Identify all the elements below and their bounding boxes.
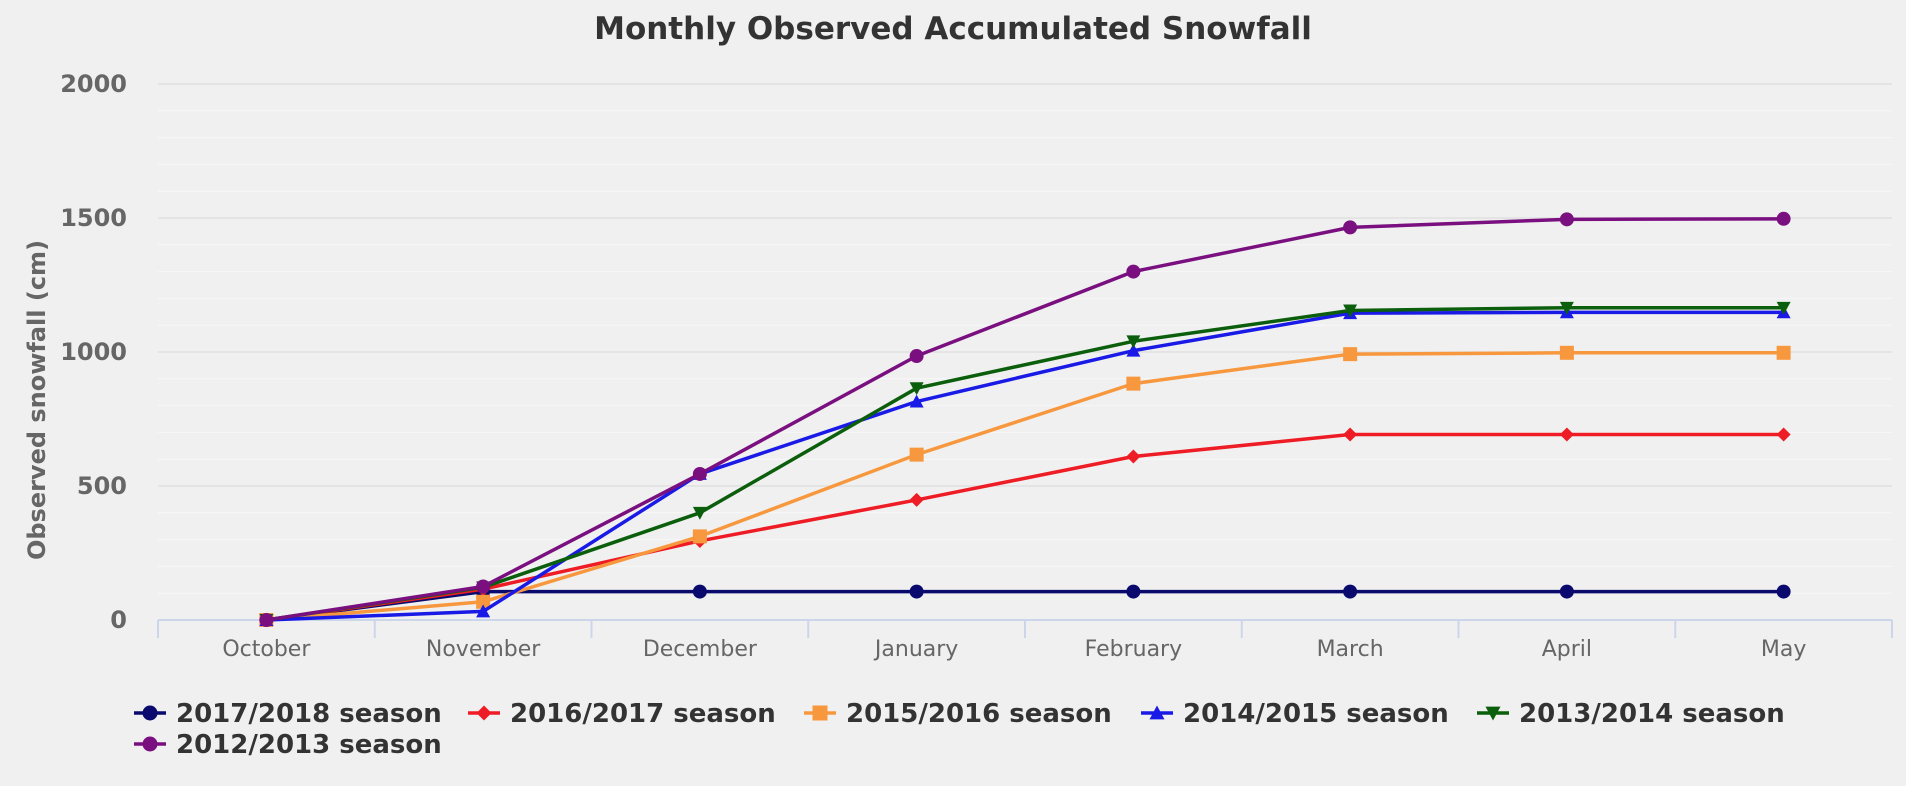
legend-marker	[1149, 705, 1165, 720]
y-tick-label: 1500	[60, 204, 127, 232]
legend-marker	[1485, 706, 1501, 721]
data-point[interactable]	[476, 594, 491, 609]
x-tick-label: November	[426, 637, 541, 662]
data-point[interactable]	[692, 529, 707, 544]
data-point[interactable]	[1776, 427, 1791, 442]
legend-label: 2015/2016 season	[846, 699, 1112, 729]
data-point[interactable]	[476, 604, 491, 618]
legend-item[interactable]: 2012/2013 season	[134, 730, 442, 760]
data-point[interactable]	[1126, 335, 1141, 349]
data-point[interactable]	[909, 382, 924, 396]
series-line	[266, 217, 1784, 622]
data-point[interactable]	[1126, 584, 1141, 599]
data-point[interactable]	[1343, 347, 1358, 362]
data-point[interactable]	[692, 506, 707, 520]
x-tick-label: March	[1317, 637, 1384, 662]
legend-label: 2012/2013 season	[176, 730, 442, 760]
data-point[interactable]	[692, 584, 707, 599]
series-line	[266, 351, 1784, 622]
legend-marker	[142, 736, 158, 752]
series-line	[266, 306, 1784, 622]
legend-item[interactable]: 2016/2017 season	[468, 699, 776, 729]
legend-label: 2014/2015 season	[1183, 699, 1449, 729]
x-tick-label: December	[643, 637, 758, 662]
chart-title: Monthly Observed Accumulated Snowfall	[594, 11, 1312, 47]
x-tick-label: January	[873, 637, 958, 662]
y-axis-label: Observed snowfall (cm)	[23, 240, 51, 560]
legend-label: 2017/2018 season	[176, 699, 442, 729]
grid	[158, 83, 1892, 594]
x-tick-label: May	[1761, 637, 1806, 662]
data-point[interactable]	[1343, 220, 1358, 235]
x-axis: October November December January February Ma…	[157, 619, 1893, 662]
legend-label: 2016/2017 season	[510, 699, 776, 729]
data-point[interactable]	[909, 492, 924, 507]
data-point[interactable]	[1126, 264, 1141, 279]
data-point[interactable]	[1559, 301, 1574, 315]
series-line	[266, 432, 1784, 622]
data-point[interactable]	[1343, 427, 1358, 442]
data-point[interactable]	[1776, 301, 1791, 315]
y-tick-label: 2000	[60, 70, 127, 98]
data-point[interactable]	[1559, 427, 1574, 442]
data-point[interactable]	[1126, 449, 1141, 464]
data-point[interactable]	[692, 466, 707, 481]
data-point[interactable]	[1343, 584, 1358, 599]
y-tick-label: 0	[110, 606, 127, 634]
legend-item[interactable]: 2015/2016 season	[804, 699, 1112, 729]
data-point[interactable]	[1559, 584, 1574, 599]
x-tick-label: February	[1085, 637, 1183, 662]
legend-marker	[142, 705, 158, 721]
legend-label: 2013/2014 season	[1519, 699, 1785, 729]
series-5	[259, 211, 1791, 627]
data-point[interactable]	[1776, 211, 1791, 226]
x-tick-label: April	[1542, 637, 1592, 662]
data-point[interactable]	[1559, 212, 1574, 227]
data-point[interactable]	[1126, 376, 1141, 391]
data-point[interactable]	[1126, 343, 1141, 357]
data-point[interactable]	[259, 613, 274, 627]
y-axis: 0 500 1000 1500 2000	[60, 70, 127, 634]
data-point[interactable]	[1559, 345, 1574, 360]
data-point[interactable]	[1343, 304, 1358, 318]
legend-item[interactable]: 2013/2014 season	[1477, 699, 1785, 729]
y-tick-label: 500	[77, 472, 127, 500]
data-point[interactable]	[476, 579, 491, 594]
legend-marker	[476, 705, 492, 721]
x-tick-label: October	[222, 637, 311, 662]
legend-item[interactable]: 2014/2015 season	[1141, 699, 1449, 729]
data-point[interactable]	[909, 584, 924, 599]
legend-item[interactable]: 2017/2018 season	[134, 699, 442, 729]
legend-marker	[812, 705, 828, 721]
data-point[interactable]	[909, 447, 924, 462]
legend[interactable]: 2017/2018 season 2016/2017 season 2015/201…	[134, 699, 1785, 760]
data-point[interactable]	[1776, 584, 1791, 599]
series-group	[259, 211, 1791, 627]
y-tick-label: 1000	[60, 338, 127, 366]
data-point[interactable]	[909, 349, 924, 364]
series-line	[266, 310, 1784, 622]
data-point[interactable]	[909, 394, 924, 408]
data-point[interactable]	[1776, 345, 1791, 360]
